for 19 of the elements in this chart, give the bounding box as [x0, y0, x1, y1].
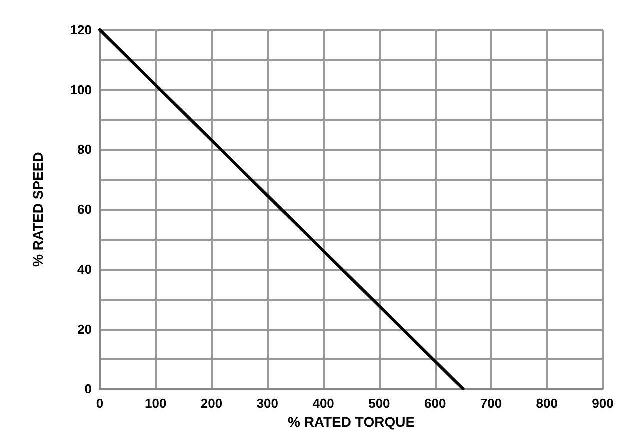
x-tick-label: 100 — [145, 396, 167, 412]
x-tick-label: 900 — [592, 396, 614, 412]
y-tick-label: 20 — [78, 322, 92, 337]
y-tick-label: 100 — [70, 82, 92, 98]
x-axis-title: % RATED TORQUE — [288, 414, 416, 430]
y-tick-label: 120 — [70, 22, 92, 38]
y-tick-label: 60 — [78, 202, 92, 218]
x-tick-label: 200 — [200, 396, 223, 412]
x-tick-label: 700 — [480, 396, 502, 412]
x-tick-label: 300 — [256, 396, 279, 412]
y-tick-label: 0 — [84, 382, 92, 397]
x-tick-label: 0 — [96, 396, 104, 412]
y-tick-label: 40 — [78, 262, 92, 277]
x-tick-label: 400 — [312, 396, 334, 412]
x-tick-label: 600 — [424, 396, 446, 412]
x-tick-label: 800 — [536, 396, 558, 412]
x-tick-label: 500 — [368, 396, 390, 412]
y-axis-title: % RATED SPEED — [30, 152, 46, 267]
y-tick-label: 80 — [78, 142, 92, 158]
